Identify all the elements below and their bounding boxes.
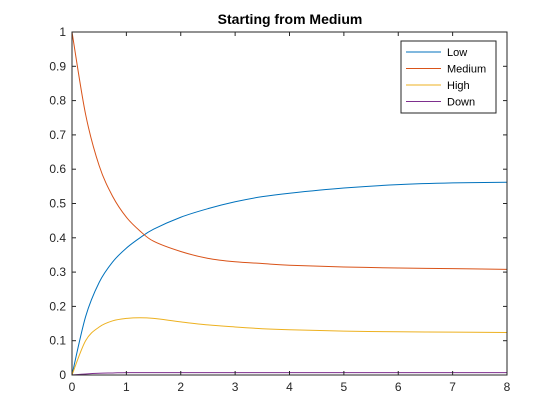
axes-layer: 0 1 2 3 4 5 6 7 8 0 0.1 0.2 0.3 0.4 0.5 0.6 0.7 0.8 0.9 1 <box>49 25 510 394</box>
series-layer <box>71 31 508 376</box>
y-tick-label: 0.8 <box>49 94 66 108</box>
x-tick-label: 6 <box>395 380 402 394</box>
x-tick-label: 0 <box>69 380 76 394</box>
x-tick-label: 4 <box>286 380 293 394</box>
legend-label-medium: Medium <box>447 64 486 76</box>
x-tick-label: 8 <box>504 380 511 394</box>
x-tick-label: 5 <box>341 380 348 394</box>
x-tick-label: 3 <box>232 380 239 394</box>
legend-label-low: Low <box>447 47 467 59</box>
x-tick-label: 1 <box>123 380 130 394</box>
series-line-medium <box>71 31 508 270</box>
legend: Low Medium High Down <box>400 40 497 114</box>
chart-title: Starting from Medium <box>218 11 363 27</box>
y-tick-label: 0.4 <box>49 231 66 245</box>
y-tick-label: 0.7 <box>49 128 66 142</box>
x-tick-label: 2 <box>177 380 184 394</box>
y-tick-label: 0.1 <box>49 334 66 348</box>
series-line-down <box>71 372 507 376</box>
y-tick-label: 0.2 <box>49 299 66 313</box>
y-tick-label: 0.5 <box>49 197 66 211</box>
y-tick-label: 0.3 <box>49 265 66 279</box>
series-line-low <box>71 181 508 376</box>
legend-label-down: Down <box>447 97 475 109</box>
y-tick-label: 0 <box>59 368 66 382</box>
series-line-high <box>71 317 508 376</box>
legend-label-high: High <box>447 80 470 92</box>
y-tick-label: 0.6 <box>49 162 66 176</box>
y-tick-label: 1 <box>59 25 66 39</box>
y-tick-label: 0.9 <box>49 59 66 73</box>
x-tick-label: 7 <box>449 380 456 394</box>
